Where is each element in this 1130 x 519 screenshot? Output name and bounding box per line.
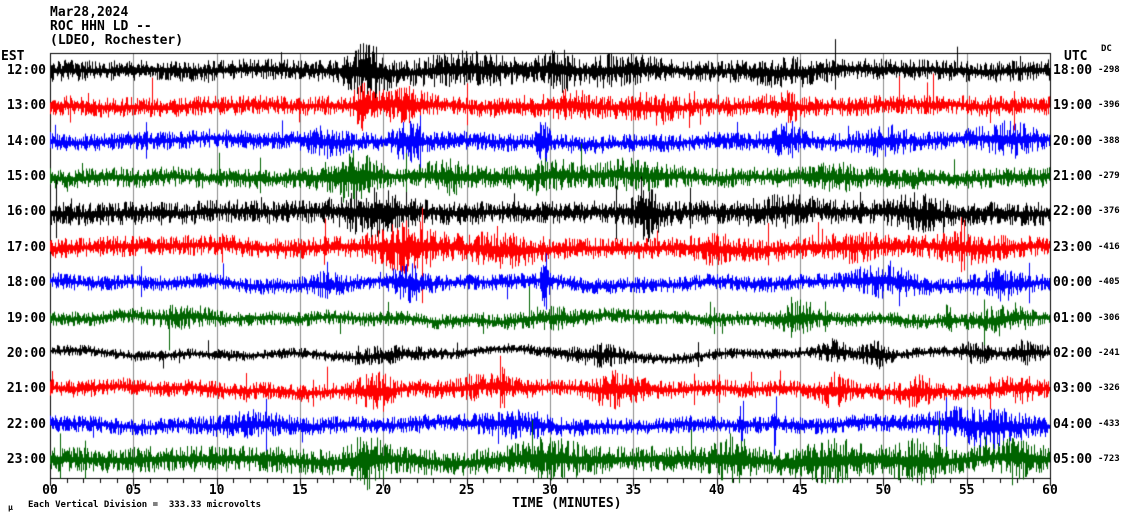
dc-axis-title: DC <box>1101 44 1112 54</box>
minute-tick-label: 10 <box>208 483 225 498</box>
utc-hour-label: 22:00 <box>1053 204 1093 220</box>
utc-hour-label: 01:00 <box>1053 310 1093 326</box>
minute-tick-label: 20 <box>375 483 392 498</box>
est-hour-label: 18:00 <box>6 275 46 291</box>
utc-hour-label: 19:00 <box>1053 98 1093 114</box>
minute-tick-label: 55 <box>958 483 975 498</box>
dc-value: -433 <box>1098 418 1120 429</box>
utc-hour-label: 02:00 <box>1053 346 1093 362</box>
utc-hour-label: 18:00 <box>1053 62 1093 78</box>
utc-axis-title: UTC <box>1064 49 1088 64</box>
scale-note: Each Vertical Division = 333.33 microvol… <box>28 500 261 510</box>
est-hour-label: 17:00 <box>6 239 46 255</box>
minute-tick-label: 25 <box>458 483 475 498</box>
est-hour-label: 22:00 <box>6 416 46 432</box>
dc-value: -376 <box>1098 206 1120 217</box>
est-hour-label: 20:00 <box>6 346 46 362</box>
minute-tick-label: 60 <box>1042 483 1058 498</box>
est-hour-label: 16:00 <box>6 204 46 220</box>
est-hour-label: 19:00 <box>6 310 46 326</box>
dc-value: -241 <box>1098 348 1120 359</box>
utc-hour-label: 21:00 <box>1053 168 1093 184</box>
minute-tick-label: 35 <box>625 483 642 498</box>
est-hour-label: 13:00 <box>6 98 46 114</box>
utc-hour-label: 20:00 <box>1053 133 1093 149</box>
utc-hour-label: 00:00 <box>1053 275 1093 291</box>
est-axis-title: EST <box>1 49 25 64</box>
dc-value: -306 <box>1098 312 1120 323</box>
dc-value: -298 <box>1098 64 1120 75</box>
mu-glyph: μ <box>8 503 13 512</box>
utc-hour-label: 05:00 <box>1053 452 1093 468</box>
dc-value: -396 <box>1098 100 1120 111</box>
est-hour-label: 23:00 <box>6 452 46 468</box>
dc-value: -326 <box>1098 383 1120 394</box>
header-date: Mar28,2024 <box>50 5 129 20</box>
x-axis-title: TIME (MINUTES) <box>512 496 622 511</box>
minute-tick-label: 45 <box>792 483 808 498</box>
utc-hour-label: 03:00 <box>1053 381 1093 397</box>
dc-value: -388 <box>1098 135 1120 146</box>
header-network: (LDEO, Rochester) <box>50 33 184 48</box>
est-hour-label: 15:00 <box>6 168 46 184</box>
minute-tick-label: 30 <box>542 483 558 498</box>
minute-tick-label: 40 <box>708 483 725 498</box>
est-hour-label: 14:00 <box>6 133 46 149</box>
minute-tick-label: 50 <box>875 483 892 498</box>
dc-value: -405 <box>1098 277 1120 288</box>
dc-value: -279 <box>1098 170 1120 181</box>
utc-hour-label: 04:00 <box>1053 416 1093 432</box>
utc-hour-label: 23:00 <box>1053 239 1093 255</box>
dc-value: -416 <box>1098 241 1120 252</box>
est-hour-label: 21:00 <box>6 381 46 397</box>
dc-value: -723 <box>1098 454 1120 465</box>
header-station: ROC HHN LD -- <box>50 19 152 34</box>
minute-tick-label: 15 <box>292 483 308 498</box>
minute-tick-label: 05 <box>125 483 142 498</box>
minute-tick-label: 00 <box>42 483 58 498</box>
est-hour-label: 12:00 <box>6 62 46 78</box>
